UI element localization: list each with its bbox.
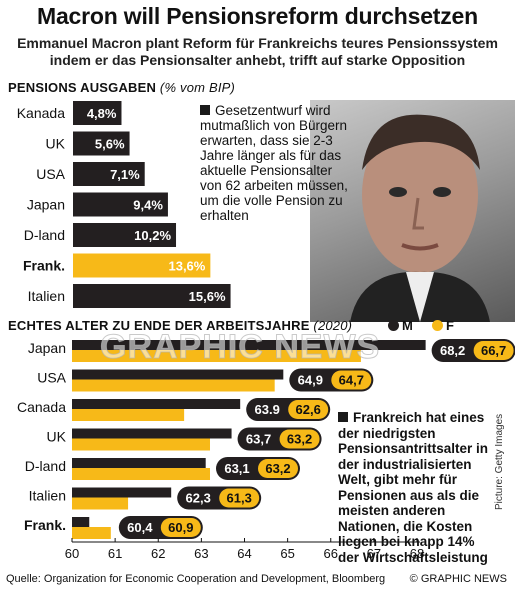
bar-m bbox=[72, 369, 284, 380]
x-tick-label: 63 bbox=[194, 546, 208, 561]
pension-spending-chart: Kanada 4,8% UK 5,6% USA 7,1% Japan 9,4% D-land 10… bbox=[17, 101, 231, 308]
legend-m-label: M bbox=[402, 318, 413, 333]
bar-f bbox=[72, 468, 210, 480]
data-label-f: 63,2 bbox=[265, 461, 290, 476]
data-label-m: 60,4 bbox=[127, 520, 153, 535]
bar bbox=[73, 223, 177, 247]
category-label: Frank. bbox=[24, 517, 66, 533]
note-frankreich: Frankreich hat eines der niedrigsten Pen… bbox=[338, 410, 498, 565]
label-pill-f bbox=[288, 400, 329, 419]
data-label-m: 63,1 bbox=[224, 461, 249, 476]
section1-heading-text: PENSIONS AUSGABEN bbox=[8, 80, 157, 95]
label-pill-f bbox=[331, 370, 372, 390]
bar bbox=[73, 192, 168, 217]
category-label: Italien bbox=[28, 288, 65, 304]
note-square-icon bbox=[200, 105, 210, 115]
section2-heading-text: ECHTES ALTER ZU ENDE DER ARBEITSJAHRE bbox=[8, 318, 310, 333]
data-label-f: 66,7 bbox=[481, 343, 506, 358]
category-label: Frank. bbox=[23, 258, 65, 274]
data-label: 15,6% bbox=[189, 289, 226, 304]
bar-m bbox=[72, 458, 206, 468]
picture-credit: Picture: Getty Images bbox=[494, 413, 505, 510]
data-label: 13,6% bbox=[168, 259, 205, 274]
label-pill-f bbox=[219, 488, 260, 508]
category-label: USA bbox=[36, 166, 65, 182]
bar-f bbox=[72, 497, 129, 510]
bar bbox=[73, 284, 231, 308]
chart-subtitle: Emmanuel Macron plant Reform für Frankre… bbox=[17, 35, 498, 68]
x-tick-label: 64 bbox=[237, 546, 251, 561]
section2-unit: (2020) bbox=[313, 318, 353, 333]
category-label: UK bbox=[46, 136, 66, 152]
category-label: D-land bbox=[25, 458, 66, 474]
label-pill-f bbox=[473, 341, 514, 360]
x-tick-label: 68 bbox=[410, 546, 424, 561]
legend-m-dot bbox=[388, 320, 399, 331]
category-label: UK bbox=[47, 429, 67, 445]
note2-text: Frankreich hat eines der niedrigsten Pen… bbox=[338, 410, 489, 565]
bar-f bbox=[72, 350, 361, 362]
copyright-text: © GRAPHIC NEWS bbox=[409, 573, 507, 585]
legend-m: M bbox=[388, 318, 413, 333]
data-label-m: 63,7 bbox=[246, 432, 271, 447]
data-label: 7,1% bbox=[110, 167, 140, 182]
note-gesetzentwurf: Gesetzentwurf wird mutmaßlich von Bürger… bbox=[200, 103, 355, 223]
data-label-m: 68,2 bbox=[440, 343, 465, 358]
data-label: 9,4% bbox=[133, 198, 163, 213]
bar-m bbox=[72, 399, 241, 409]
section2-heading: ECHTES ALTER ZU ENDE DER ARBEITSJAHRE (2… bbox=[8, 318, 352, 333]
label-pill-f bbox=[258, 459, 298, 478]
data-label-m: 64,9 bbox=[298, 373, 323, 388]
x-tick-label: 67 bbox=[367, 546, 381, 561]
bar bbox=[73, 101, 122, 125]
bar-f bbox=[72, 438, 210, 451]
x-tick-label: 66 bbox=[324, 546, 338, 561]
portrait-illustration bbox=[350, 114, 490, 322]
note1-text: Gesetzentwurf wird mutmaßlich von Bürger… bbox=[200, 103, 348, 223]
bar-f bbox=[72, 409, 185, 421]
data-label-f: 60,9 bbox=[168, 520, 193, 535]
data-label-f: 61,3 bbox=[227, 491, 252, 506]
bar bbox=[73, 162, 145, 186]
data-label: 5,6% bbox=[95, 137, 125, 152]
bar bbox=[73, 131, 130, 156]
bar-m bbox=[72, 517, 90, 527]
data-label-f: 64,7 bbox=[339, 373, 364, 388]
bar-m bbox=[72, 487, 172, 498]
legend-f: F bbox=[432, 318, 454, 333]
bar-m bbox=[72, 340, 426, 350]
data-label-f: 63,2 bbox=[287, 432, 312, 447]
bar-f bbox=[72, 527, 111, 539]
label-pill-f bbox=[279, 429, 320, 449]
category-label: Italien bbox=[29, 488, 66, 504]
macron-photo bbox=[310, 100, 515, 322]
label-pill-f bbox=[160, 518, 201, 537]
data-label-m: 62,3 bbox=[186, 491, 211, 506]
legend-f-label: F bbox=[446, 318, 454, 333]
legend-f-dot bbox=[432, 320, 443, 331]
data-label-m: 63.9 bbox=[255, 402, 280, 417]
section1-unit: (% vom BIP) bbox=[159, 80, 236, 95]
data-label: 4,8% bbox=[87, 106, 117, 121]
category-label: USA bbox=[37, 370, 66, 386]
source-text: Quelle: Organization for Economic Cooper… bbox=[6, 573, 386, 585]
note2-square-icon bbox=[338, 412, 348, 422]
chart-title: Macron will Pensionsreform durchsetzen bbox=[36, 3, 478, 29]
x-tick-label: 61 bbox=[108, 546, 122, 561]
category-label: Kanada bbox=[17, 105, 65, 121]
section1-heading: PENSIONS AUSGABEN (% vom BIP) bbox=[8, 80, 235, 95]
category-label: Japan bbox=[28, 340, 66, 356]
x-tick-label: 62 bbox=[151, 546, 165, 561]
category-label: Canada bbox=[17, 399, 66, 415]
data-label: 10,2% bbox=[134, 228, 171, 243]
bar-f bbox=[72, 379, 275, 392]
retirement-age-chart: Japan 68,2 66,7 USA 64,9 64,7 Canada 63.9 62,6 UK… bbox=[17, 339, 515, 561]
x-tick-label: 65 bbox=[280, 546, 294, 561]
category-label: D-land bbox=[24, 227, 65, 243]
bar-m bbox=[72, 428, 232, 439]
category-label: Japan bbox=[27, 197, 65, 213]
bar bbox=[73, 253, 211, 278]
data-label-f: 62,6 bbox=[296, 402, 321, 417]
x-tick-label: 60 bbox=[65, 546, 79, 561]
